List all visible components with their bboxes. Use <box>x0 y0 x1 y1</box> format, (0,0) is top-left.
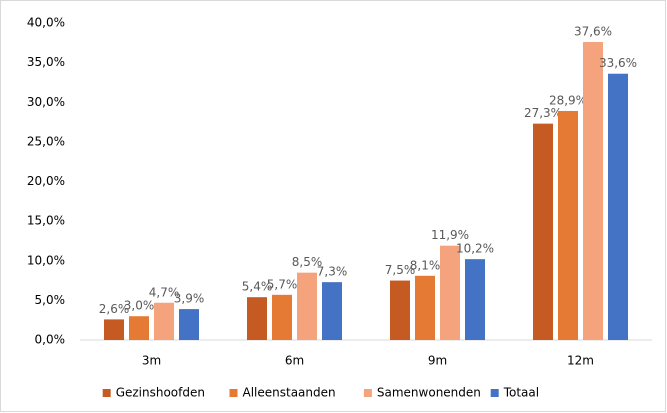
y-tick-label: 30,0% <box>27 95 65 109</box>
legend-swatch <box>102 389 111 397</box>
legend-label: Samenwonenden <box>377 386 481 400</box>
bar <box>440 245 460 340</box>
bar <box>179 309 199 340</box>
value-label: 2,6% <box>99 302 130 316</box>
bar <box>129 316 149 340</box>
value-label: 33,6% <box>599 56 637 70</box>
legend-label: Totaal <box>503 386 539 400</box>
value-label: 3,9% <box>174 292 205 306</box>
value-label: 7,3% <box>317 265 348 279</box>
y-tick-label: 10,0% <box>27 253 65 267</box>
value-label: 37,6% <box>574 25 612 39</box>
value-label: 28,9% <box>549 93 587 107</box>
y-tick-label: 15,0% <box>27 214 65 228</box>
legend-swatch <box>229 389 238 397</box>
value-label: 10,2% <box>456 242 494 256</box>
y-tick-label: 0,0% <box>35 333 66 347</box>
x-tick-label: 12m <box>567 354 594 368</box>
value-label: 3,0% <box>124 299 155 313</box>
x-tick-label: 6m <box>285 354 304 368</box>
bar <box>533 123 553 341</box>
y-tick-label: 40,0% <box>27 16 65 30</box>
bar <box>390 280 410 340</box>
legend-swatch <box>363 389 372 397</box>
value-label: 8,5% <box>292 255 323 269</box>
value-label: 5,7% <box>267 277 298 291</box>
value-label: 4,7% <box>149 285 180 299</box>
legend-swatch <box>490 389 499 397</box>
bar <box>583 42 603 341</box>
x-tick-label: 3m <box>142 354 161 368</box>
bar <box>104 319 124 340</box>
value-label: 8,1% <box>410 258 441 272</box>
value-label: 11,9% <box>431 228 469 242</box>
legend-label: Alleenstaanden <box>243 386 336 400</box>
bar <box>608 73 628 340</box>
bar <box>297 272 317 340</box>
bar <box>465 259 485 340</box>
y-tick-label: 35,0% <box>27 55 65 69</box>
bar <box>272 294 292 340</box>
bar <box>558 110 578 340</box>
bar <box>322 282 342 340</box>
value-label: 27,3% <box>524 106 562 120</box>
y-tick-label: 5,0% <box>35 293 66 307</box>
bar <box>154 302 174 340</box>
bar <box>247 297 267 340</box>
y-tick-label: 25,0% <box>27 134 65 148</box>
bar <box>415 275 435 340</box>
x-tick-label: 9m <box>428 354 447 368</box>
value-label: 7,5% <box>385 263 416 277</box>
value-label: 5,4% <box>242 280 273 294</box>
y-tick-label: 20,0% <box>27 174 65 188</box>
legend-label: Gezinshoofden <box>116 386 205 400</box>
